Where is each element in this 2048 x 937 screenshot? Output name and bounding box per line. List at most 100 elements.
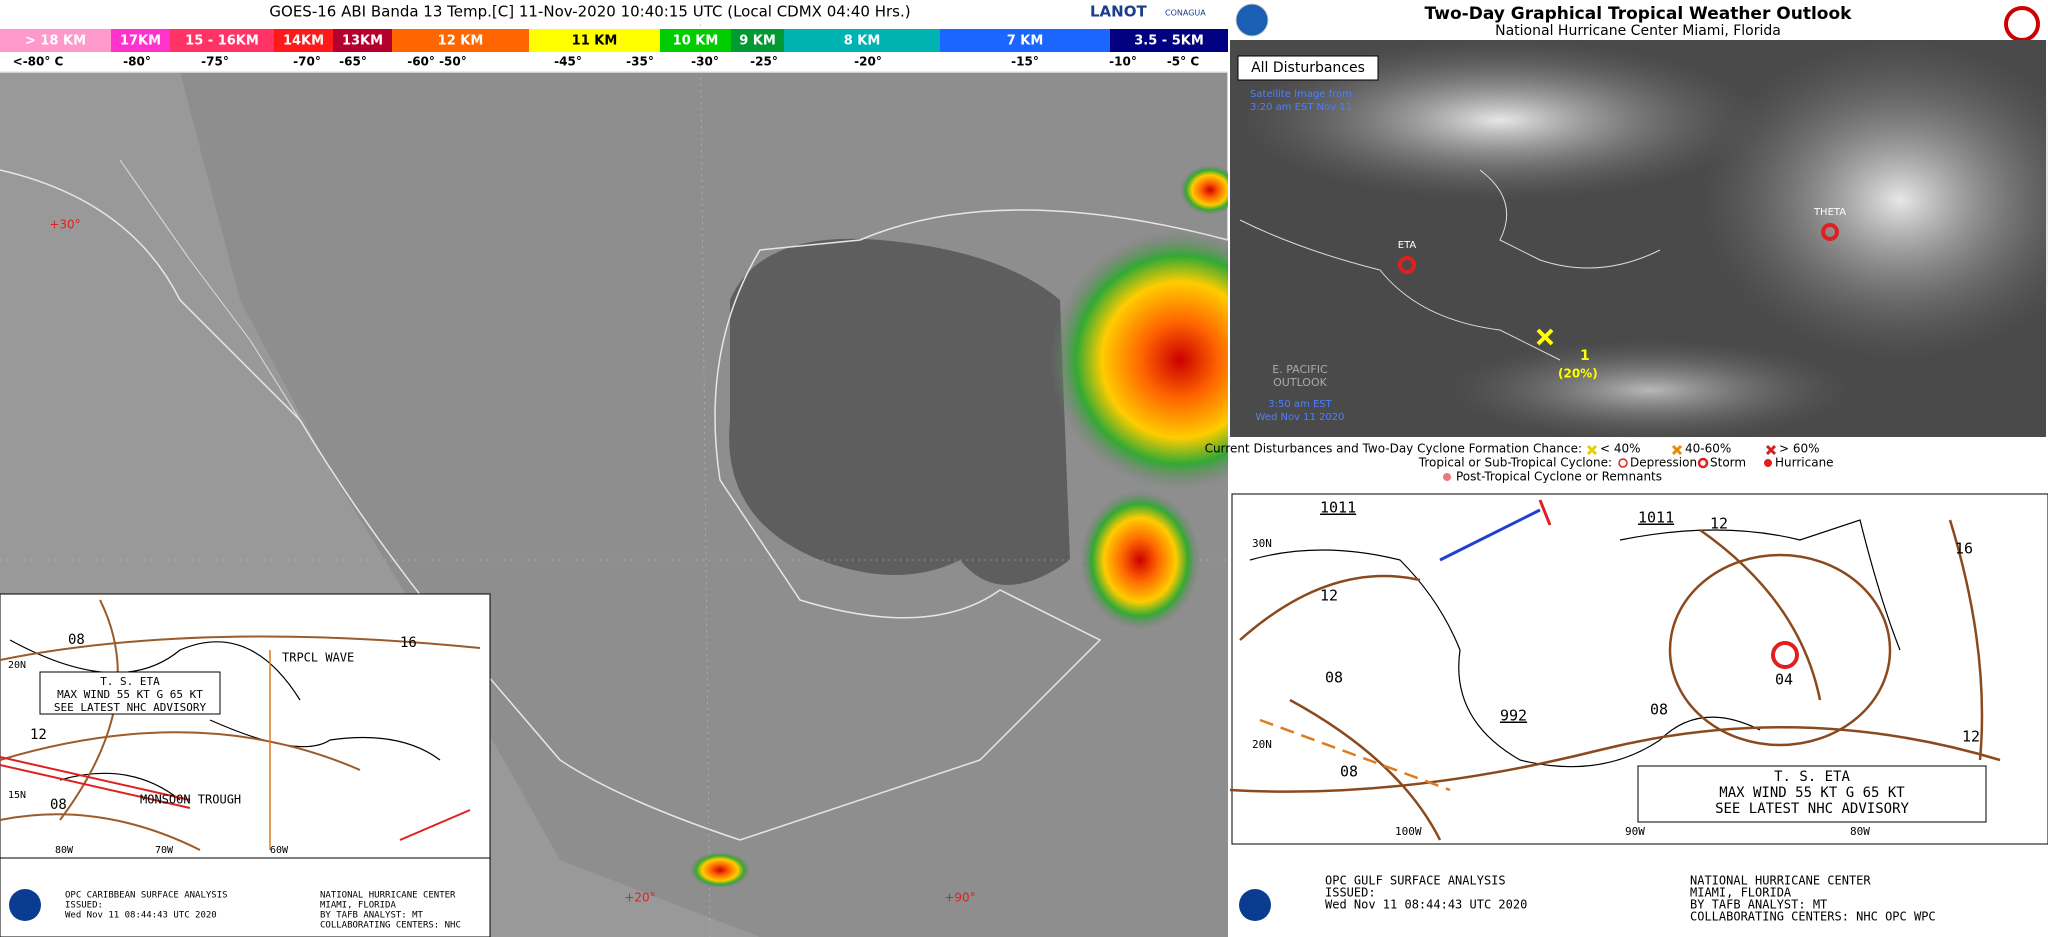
graticule: [0, 0, 1228, 937]
height-band: [529, 29, 660, 52]
temperature-label: -30°: [691, 55, 719, 69]
logo: CONAGUA: [1165, 9, 1206, 18]
isobar-label: 12: [1320, 587, 1338, 605]
storm-text: T. S. ETA: [100, 675, 160, 688]
temperature-label: -80°: [123, 55, 151, 69]
pacific-time: Wed Nov 11 2020: [1255, 412, 1344, 423]
storm-symbol: [1771, 641, 1799, 669]
feature-label: MONSOON TROUGH: [140, 793, 241, 807]
footer-text: Wed Nov 11 08:44:43 UTC 2020: [1325, 898, 1527, 912]
storm-clouds: [1180, 165, 1240, 215]
gulf-storm-box: [1637, 765, 1987, 823]
legend-post-tropical: [1443, 473, 1451, 481]
isobar-label: 16: [400, 635, 417, 651]
latitude-label: +20°: [624, 891, 655, 905]
height-label: > 18 KM: [25, 34, 86, 49]
footer-text: COLLABORATING CENTERS: NHC: [320, 921, 461, 931]
inset-isobar: [0, 599, 481, 851]
axis-label: 100W: [1395, 825, 1422, 838]
legend-storm: [1697, 457, 1709, 469]
nws-logo: [2004, 6, 2040, 42]
low-label: 992: [1500, 707, 1527, 725]
temperature-label: -35°: [626, 55, 654, 69]
isobar-label: 08: [1650, 701, 1668, 719]
storm-text: SEE LATEST NHC ADVISORY: [1715, 801, 1909, 817]
noaa-logo: [1239, 889, 1271, 921]
temperature-label: -65°: [339, 55, 367, 69]
axis-label: 70W: [155, 845, 174, 856]
height-label: 11 KM: [572, 34, 618, 49]
latitude-label: +30°: [49, 218, 80, 232]
footer-text: Wed Nov 11 08:44:43 UTC 2020: [65, 911, 217, 921]
isobar-label: 08: [68, 632, 85, 648]
axis-label: 20N: [1252, 738, 1272, 751]
image-note: 3:20 am EST Nov 11: [1250, 102, 1352, 113]
axis-label: 60W: [270, 845, 289, 856]
footer-text: BY TAFB ANALYST: MT: [1690, 898, 1827, 912]
storm-text: SEE LATEST NHC ADVISORY: [54, 701, 207, 714]
temperature-label: -25°: [750, 55, 778, 69]
isobar-label: 08: [50, 797, 67, 813]
height-band: [170, 29, 274, 52]
footer-text: ISSUED:: [65, 901, 103, 911]
legend-x: [1671, 444, 1683, 456]
height-band: [660, 29, 731, 52]
outlook-subtitle: National Hurricane Center Miami, Florida: [1495, 23, 1781, 39]
high-label: 1011: [1320, 499, 1356, 517]
axis-label: 80W: [55, 845, 74, 856]
noaa-logo: [1235, 3, 1269, 37]
height-label: 14KM: [283, 34, 324, 49]
isobar-label: 08: [1340, 763, 1358, 781]
temp-row-bg: [0, 52, 1228, 72]
height-label: 10 KM: [673, 34, 719, 49]
noaa-logo: [9, 889, 41, 921]
isobar-label: 16: [1955, 540, 1973, 558]
coastline: [0, 71, 1229, 841]
disturbance-chance: (20%): [1558, 367, 1598, 381]
feature-label: TRPCL WAVE: [282, 651, 354, 665]
storm-text: MAX WIND 55 KT G 65 KT: [57, 688, 203, 701]
temperature-label: -10°: [1109, 55, 1137, 69]
temperature-label: -45°: [554, 55, 582, 69]
legend-title: Tropical or Sub-Tropical Cyclone:: [1418, 456, 1612, 470]
legend-label: 40-60%: [1685, 442, 1731, 456]
cloud: [1700, 40, 2048, 360]
height-band: [1110, 29, 1228, 52]
legend-x: [1586, 444, 1598, 456]
storm-name: THETA: [1813, 207, 1846, 218]
header-bg: [0, 0, 1228, 29]
height-band: [111, 29, 170, 52]
isobar-label: 04: [1775, 671, 1793, 689]
footer-text: NATIONAL HURRICANE CENTER: [320, 891, 456, 901]
height-band: [333, 29, 392, 52]
monsoon-trough: [0, 756, 471, 841]
footer-text: OPC GULF SURFACE ANALYSIS: [1325, 874, 1506, 888]
satellite-title: GOES-16 ABI Banda 13 Temp.[C] 11-Nov-202…: [269, 3, 910, 21]
disturbance-x: [1536, 328, 1554, 346]
height-band: [274, 29, 333, 52]
footer-text: NATIONAL HURRICANE CENTER: [1690, 874, 1871, 888]
legend-label: Depression: [1630, 456, 1697, 470]
temperature-label: -70°: [293, 55, 321, 69]
height-band: [392, 29, 529, 52]
caribbean-inset: [0, 593, 491, 937]
temperature-label: -75°: [201, 55, 229, 69]
footer-text: OPC CARIBBEAN SURFACE ANALYSIS: [65, 891, 228, 901]
temperature-label: -5° C: [1167, 55, 1200, 69]
height-label: 3.5 - 5KM: [1134, 34, 1204, 49]
footer-text: ISSUED:: [1325, 886, 1376, 900]
isobar-label: 12: [30, 727, 47, 743]
height-band: [784, 29, 940, 52]
storm-clouds: [1080, 490, 1200, 630]
height-band: [940, 29, 1110, 52]
coastline: [1239, 169, 1661, 361]
axis-label: 80W: [1850, 825, 1870, 838]
footer-text: MIAMI, FLORIDA: [1690, 886, 1792, 900]
pacific-label: OUTLOOK: [1273, 376, 1327, 389]
height-label: 17KM: [120, 34, 161, 49]
high-label: 1011: [1638, 509, 1674, 527]
height-band: [731, 29, 784, 52]
legend-depression: [1618, 458, 1628, 468]
disturbance-id: 1: [1580, 348, 1590, 364]
